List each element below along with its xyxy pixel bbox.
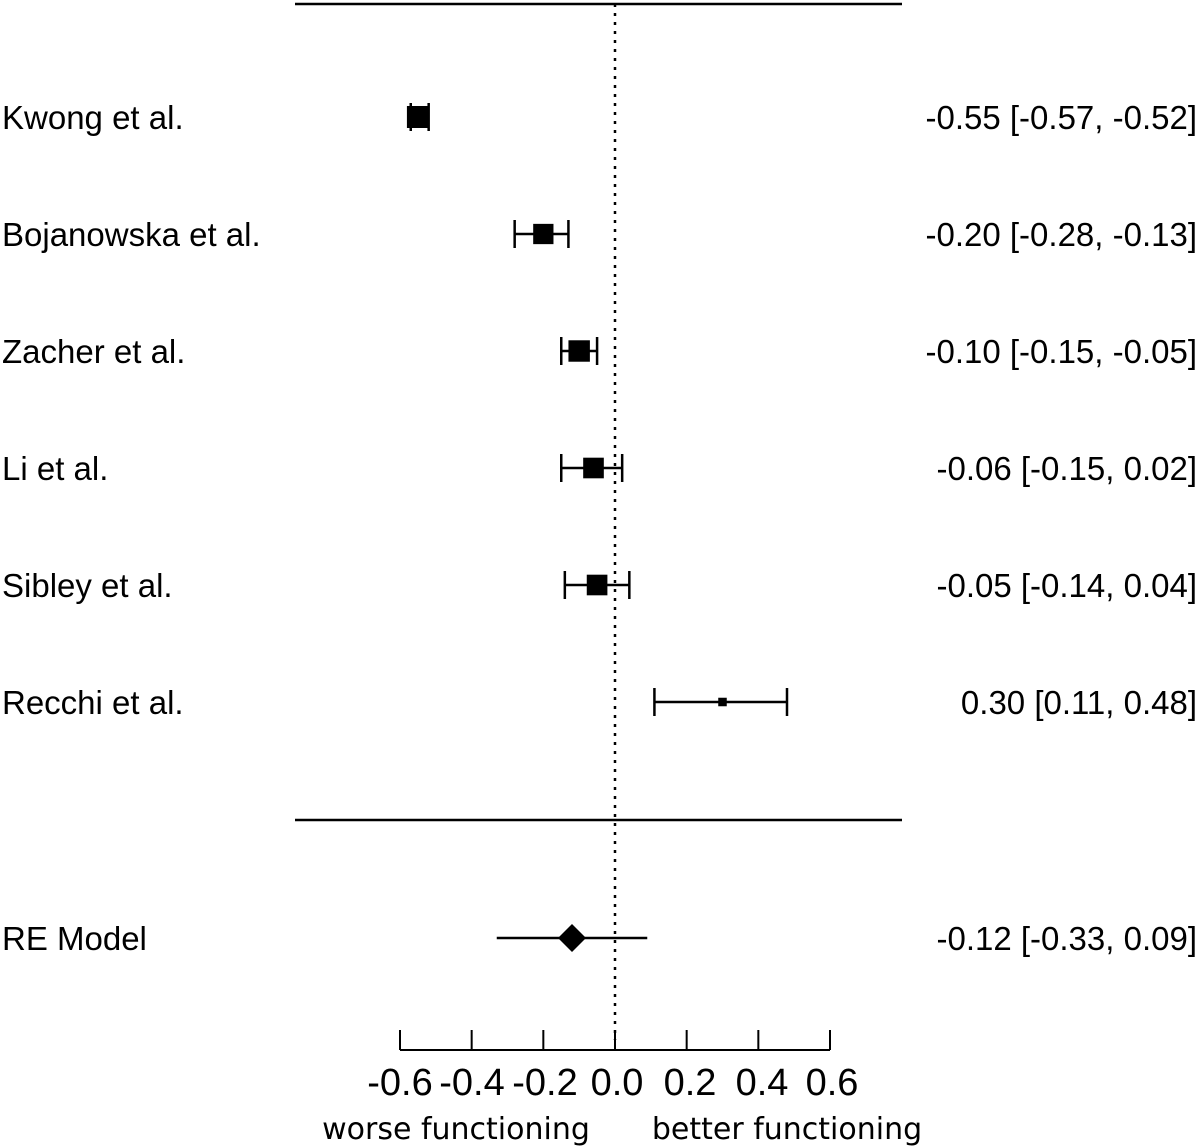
point-estimate-square	[406, 106, 429, 128]
x-tick-label: -0.6	[367, 1062, 432, 1104]
x-tick-label: 0.0	[591, 1062, 644, 1104]
point-estimate-square	[586, 574, 608, 596]
study-ci-text: -0.55 [-0.57, -0.52]	[926, 99, 1198, 136]
study-label: Sibley et al.	[2, 567, 173, 604]
study-ci-text: -0.10 [-0.15, -0.05]	[926, 333, 1198, 370]
x-tick-label: -0.4	[439, 1062, 504, 1104]
study-row: Recchi et al. 0.30 [0.11, 0.48]	[2, 684, 1197, 721]
study-ci-text: -0.20 [-0.28, -0.13]	[926, 216, 1198, 253]
study-label: Li et al.	[2, 450, 108, 487]
summary-diamond	[558, 924, 586, 952]
study-row: Bojanowska et al. -0.20 [-0.28, -0.13]	[2, 216, 1197, 253]
study-row: Li et al. -0.06 [-0.15, 0.02]	[2, 450, 1197, 487]
x-tick-label: 0.4	[736, 1062, 789, 1104]
study-label: Zacher et al.	[2, 333, 185, 370]
study-label: Recchi et al.	[2, 684, 184, 721]
summary-row: RE Model -0.12 [-0.33, 0.09]	[2, 920, 1197, 957]
study-rows: Kwong et al. -0.55 [-0.57, -0.52] Bojanows…	[2, 99, 1197, 721]
right-direction-label: better functioning	[652, 1112, 922, 1147]
summary-label: RE Model	[2, 920, 147, 957]
summary-ci-text: -0.12 [-0.33, 0.09]	[936, 920, 1197, 957]
point-estimate-square	[533, 223, 554, 245]
point-estimate-square	[568, 340, 590, 362]
study-label: Bojanowska et al.	[2, 216, 261, 253]
study-ci-text: 0.30 [0.11, 0.48]	[961, 684, 1197, 721]
study-ci-text: -0.06 [-0.15, 0.02]	[936, 450, 1197, 487]
point-estimate-square	[718, 697, 727, 707]
x-axis: -0.6 -0.4 -0.2 0.0 0.2 0.4 0.6	[367, 1030, 858, 1104]
study-row: Zacher et al. -0.10 [-0.15, -0.05]	[2, 333, 1197, 370]
study-label: Kwong et al.	[2, 99, 184, 136]
x-tick-label: 0.2	[664, 1062, 717, 1104]
study-row: Kwong et al. -0.55 [-0.57, -0.52]	[2, 99, 1197, 136]
study-row: Sibley et al. -0.05 [-0.14, 0.04]	[2, 567, 1197, 604]
point-estimate-square	[583, 457, 604, 479]
x-tick-label: 0.6	[806, 1062, 859, 1104]
x-tick-label: -0.2	[512, 1062, 577, 1104]
study-ci-text: -0.05 [-0.14, 0.04]	[936, 567, 1197, 604]
left-direction-label: worse functioning	[322, 1112, 590, 1147]
